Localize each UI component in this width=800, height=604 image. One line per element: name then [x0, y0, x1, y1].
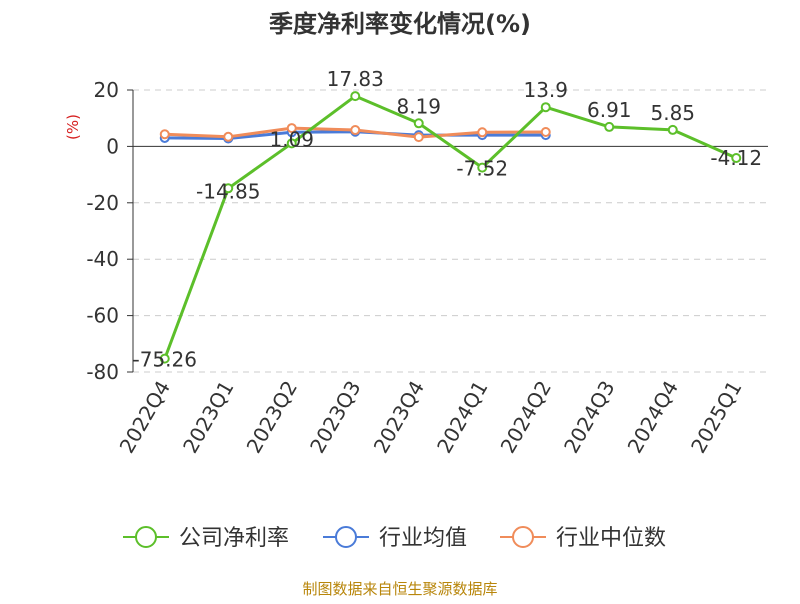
data-point [477, 127, 488, 138]
y-tick-label: 20 [94, 78, 119, 102]
x-tick-label: 2022Q4 [115, 377, 175, 458]
data-label: -7.52 [456, 157, 508, 181]
data-point [159, 129, 170, 140]
x-tick-label: 2024Q3 [559, 377, 619, 458]
data-point [223, 131, 234, 142]
x-tick-label: 2023Q1 [178, 377, 238, 458]
data-label: 6.91 [587, 98, 632, 122]
x-tick-label: 2024Q4 [623, 377, 683, 458]
data-point [286, 138, 297, 149]
legend-marker [135, 526, 157, 548]
source-note: 制图数据来自恒生聚源数据库 [302, 580, 498, 598]
data-point [540, 102, 551, 113]
data-point [350, 91, 361, 102]
data-label: 1.09 [269, 127, 314, 151]
chart-title: 季度净利率变化情况(%) [269, 10, 531, 38]
y-tick-label: 0 [106, 134, 119, 158]
legend-label: 行业均值 [379, 526, 467, 551]
data-point [413, 132, 424, 143]
y-tick-label: -80 [86, 360, 119, 384]
data-point [350, 125, 361, 136]
data-label: 8.19 [396, 94, 441, 118]
data-point [286, 123, 297, 134]
data-label: 17.83 [327, 67, 384, 91]
data-point [731, 153, 742, 164]
x-tick-label: 2024Q2 [496, 377, 556, 458]
x-tick-label: 2024Q1 [432, 377, 492, 458]
legend-marker [335, 526, 357, 548]
data-point [477, 162, 488, 173]
data-point [413, 118, 424, 129]
data-point [159, 353, 170, 364]
data-label: -75.26 [133, 348, 197, 372]
data-label: -4.12 [710, 146, 762, 170]
data-point [667, 124, 678, 135]
data-label: 5.85 [650, 101, 695, 125]
data-label: 13.9 [523, 78, 568, 102]
series-line [163, 94, 737, 360]
data-label: -14.85 [196, 179, 260, 203]
x-tick-label: 2023Q2 [242, 377, 302, 458]
data-point [540, 127, 551, 138]
legend-marker [512, 526, 534, 548]
x-tick-label: 2025Q1 [686, 377, 746, 458]
x-tick-label: 2023Q4 [369, 377, 429, 458]
legend-label: 公司净利率 [179, 526, 289, 551]
x-tick-label: 2023Q3 [305, 377, 365, 458]
y-tick-label: -60 [86, 304, 119, 328]
y-tick-label: -40 [86, 247, 119, 271]
data-point [223, 183, 234, 194]
y-tick-label: -20 [86, 191, 119, 215]
data-point [604, 121, 615, 132]
legend-label: 行业中位数 [556, 526, 666, 551]
y-axis-label: (%) [64, 114, 82, 140]
